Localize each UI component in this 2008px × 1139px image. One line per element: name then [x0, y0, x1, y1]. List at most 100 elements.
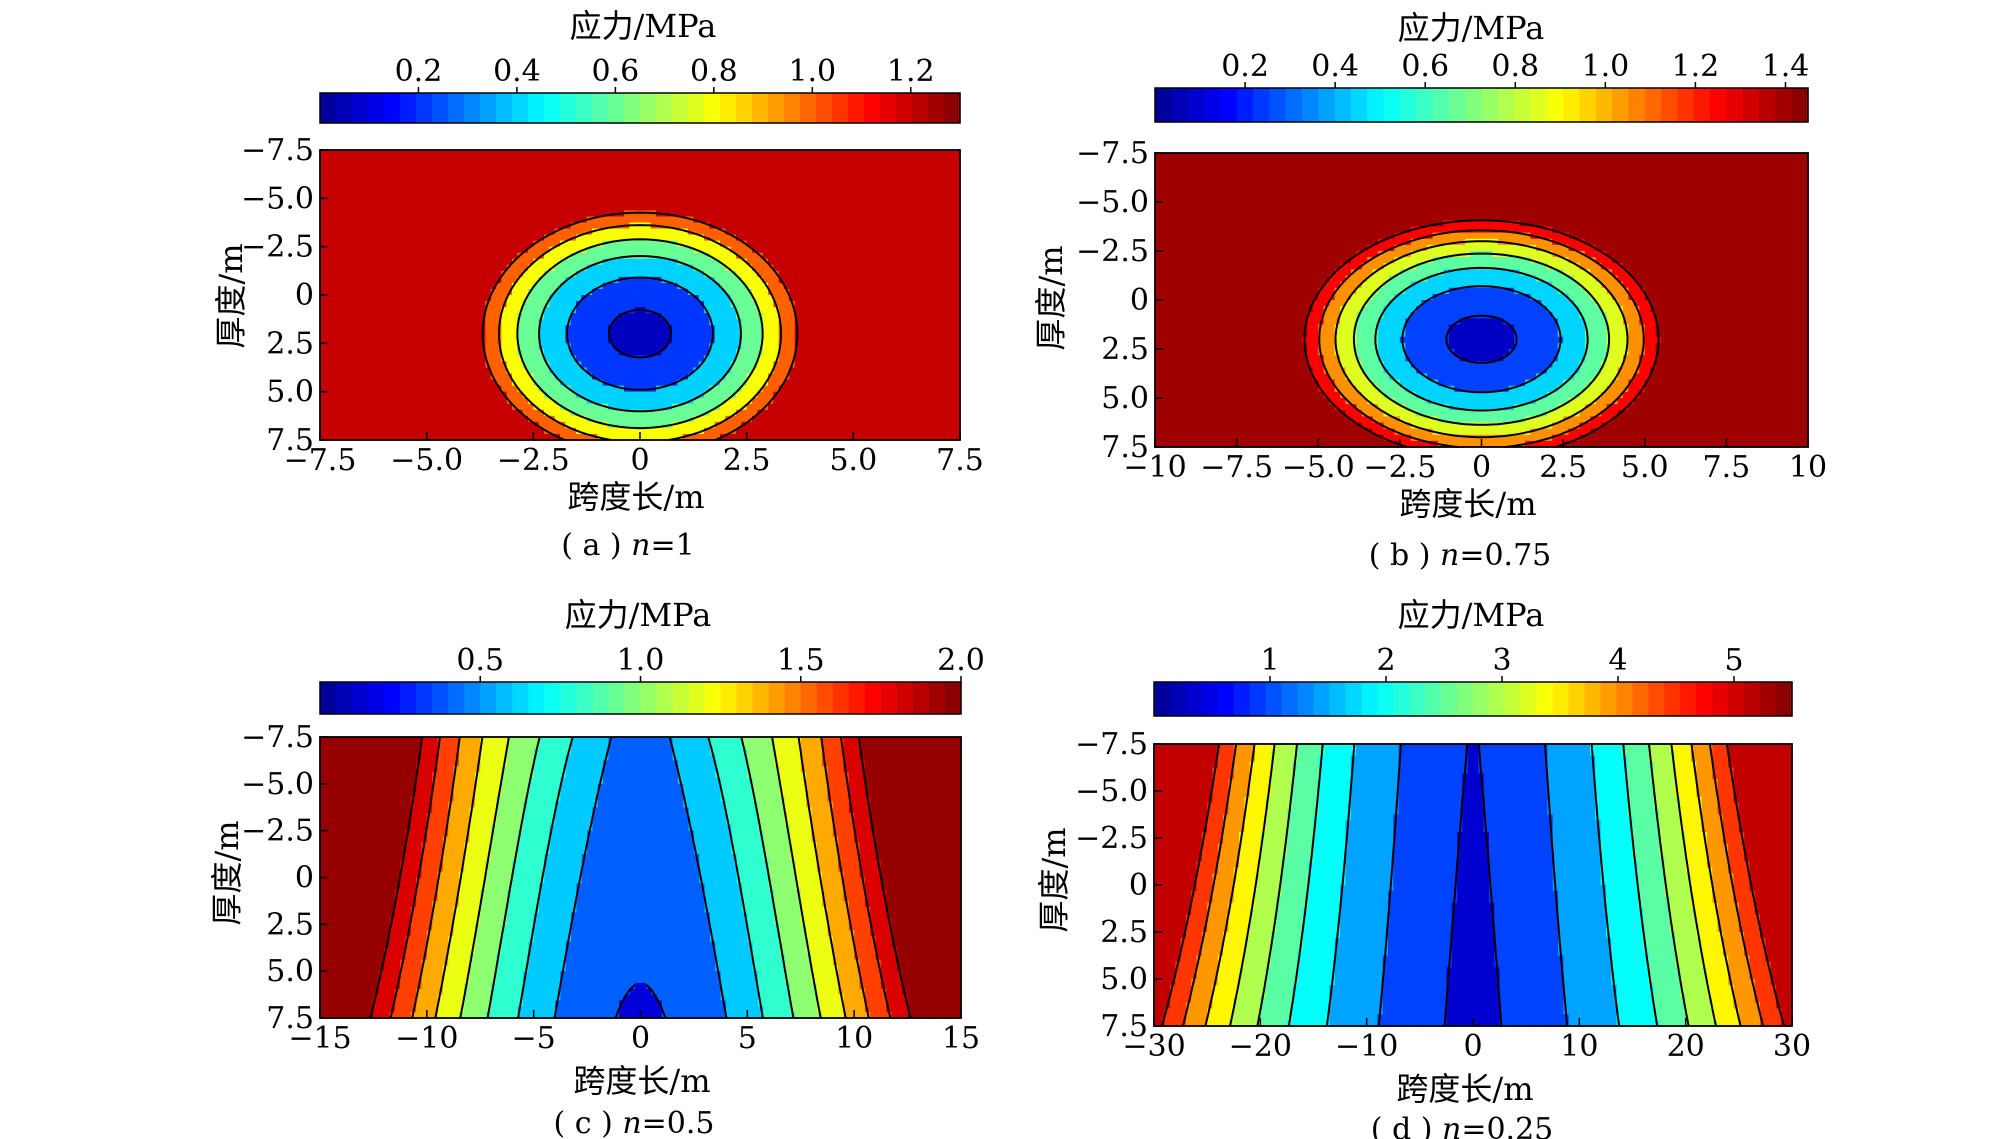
contour-cell [421, 325, 427, 332]
contour-cell [395, 162, 401, 169]
contour-cell [672, 331, 678, 338]
contour-cell [939, 186, 945, 193]
contour-cell [869, 283, 875, 290]
contour-cell [453, 374, 459, 381]
contour-cell [891, 229, 897, 236]
contour-cell [917, 156, 923, 163]
contour-cell [331, 156, 337, 163]
contour-cell [789, 277, 795, 284]
contour-cell [699, 259, 705, 266]
contour-cell [875, 216, 881, 223]
contour-cell [837, 253, 843, 260]
contour-cell [475, 210, 481, 217]
contour-cell [469, 180, 475, 187]
contour-cell [555, 198, 561, 205]
contour-cell [736, 156, 742, 163]
contour-cell [699, 349, 705, 356]
contour-cell [816, 301, 822, 308]
contour-cell [368, 277, 374, 284]
contour-cell [725, 198, 731, 205]
caption-a: ( a ) n=1 [561, 528, 694, 563]
contour-cell [853, 259, 859, 266]
contour-cell [693, 271, 699, 278]
contour-cell [848, 343, 854, 350]
contour-cell [448, 235, 454, 242]
contour-cell [667, 204, 673, 211]
contour-cell [619, 331, 625, 338]
contour-cell [491, 361, 497, 368]
contour-cell [357, 223, 363, 230]
contour-cell [325, 150, 331, 157]
contour-cell [347, 331, 353, 338]
contour-cell [720, 204, 726, 211]
contour-cell [608, 168, 614, 175]
contour-cell [469, 174, 475, 181]
contour-cell [597, 198, 603, 205]
contour-cell [885, 319, 891, 326]
contour-cell [907, 180, 913, 187]
contour-cell [544, 313, 550, 320]
contour-cell [437, 386, 443, 393]
contour-cell [571, 210, 577, 217]
contour-cell [640, 265, 646, 272]
contour-cell [795, 216, 801, 223]
contour-cell [832, 216, 838, 223]
contour-cell [523, 319, 529, 326]
contour-cell [912, 247, 918, 254]
contour-cell [341, 355, 347, 362]
contour-cell [816, 374, 822, 381]
contour-cell [933, 319, 939, 326]
contour-cell [944, 156, 950, 163]
contour-cell [773, 289, 779, 296]
contour-cell [421, 223, 427, 230]
contour-cell [373, 331, 379, 338]
contour-cell [907, 361, 913, 368]
contour-cell [485, 265, 491, 272]
contour-cell [523, 386, 529, 393]
contour-cell [699, 319, 705, 326]
contour-cell [405, 307, 411, 314]
contour-cell [544, 259, 550, 266]
contour-cell [373, 156, 379, 163]
contour-cell [651, 313, 657, 320]
contour-cell [395, 168, 401, 175]
contour-cell [885, 386, 891, 393]
contour-cell [848, 216, 854, 223]
contour-cell [832, 295, 838, 302]
contour-cell [379, 150, 385, 157]
contour-cell [901, 216, 907, 223]
contour-cell [560, 235, 566, 242]
contour-cell [421, 289, 427, 296]
contour-cell [869, 223, 875, 230]
contour-cell [635, 210, 641, 217]
contour-cell [827, 229, 833, 236]
contour-cell [549, 223, 555, 230]
contour-cell [624, 289, 630, 296]
contour-cell [928, 162, 934, 169]
contour-cell [571, 265, 577, 272]
contour-cell [875, 265, 881, 272]
contour-cell [571, 229, 577, 236]
contour-cell [555, 331, 561, 338]
contour-cell [464, 355, 470, 362]
contour-cell [949, 223, 955, 230]
contour-cell [560, 162, 566, 169]
contour-cell [608, 156, 614, 163]
contour-cell [341, 216, 347, 223]
contour-cell [400, 216, 406, 223]
contour-cell [736, 361, 742, 368]
contour-cell [384, 192, 390, 199]
contour-cell [677, 186, 683, 193]
contour-cell [848, 259, 854, 266]
contour-cell [651, 204, 657, 211]
contour-cell [811, 235, 817, 242]
contour-cell [619, 355, 625, 362]
contour-cell [651, 368, 657, 375]
contour-cell [667, 349, 673, 356]
contour-cell [341, 162, 347, 169]
contour-cell [688, 271, 694, 278]
contour-cell [693, 331, 699, 338]
contour-cell [405, 180, 411, 187]
contour-cell [880, 361, 886, 368]
contour-cell [347, 289, 353, 296]
